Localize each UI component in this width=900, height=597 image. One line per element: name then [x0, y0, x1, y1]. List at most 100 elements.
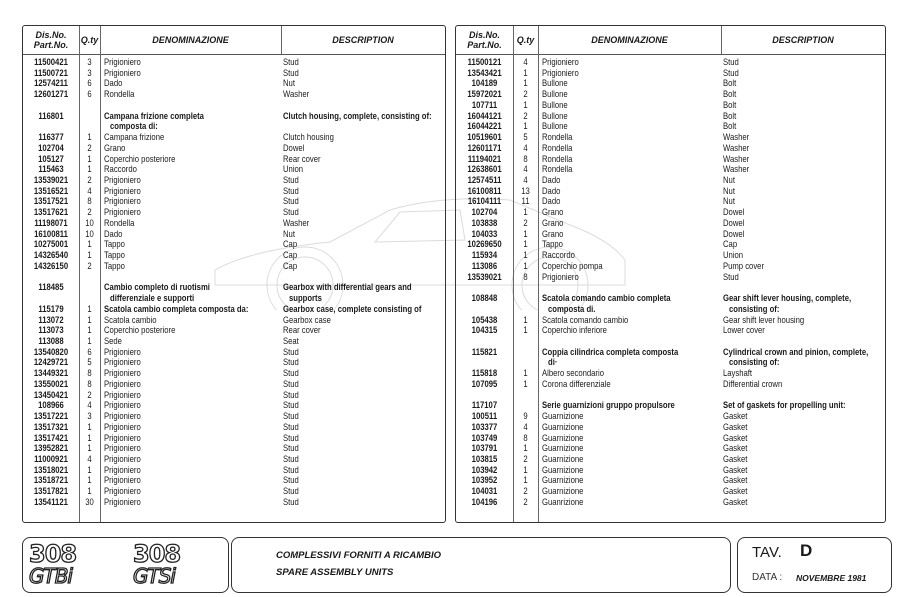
quantity: 2: [87, 174, 92, 186]
part-number: 14326150: [33, 259, 69, 271]
header-denominazione-text: DENOMINAZIONE: [152, 35, 229, 45]
denominazione: Rondella: [542, 131, 573, 143]
denominazione: Scatola comando cambio: [542, 313, 629, 325]
quantity: 8: [523, 152, 528, 164]
quantity: 2: [87, 388, 92, 400]
description: Differential crown: [723, 377, 783, 389]
table-row: 13539021 8 Prigioniero Stud: [456, 270, 885, 283]
description: Washer: [283, 88, 310, 100]
part-number: 12429721: [33, 356, 69, 368]
header-part-no-text: Part.No.: [33, 40, 69, 50]
quantity: 3: [87, 56, 92, 67]
description: Set of gaskets for propelling unit:: [723, 399, 846, 411]
part-number: 13517421: [33, 431, 69, 443]
header-part-no: Dis.No. Part.No.: [456, 30, 513, 50]
part-number: 117107: [471, 399, 498, 411]
denominazione: Rondella: [542, 163, 573, 175]
part-number: 118485: [38, 281, 64, 293]
part-number: 13543421: [467, 66, 502, 78]
quantity: 8: [87, 195, 92, 207]
table-row: 12574211 6 Dado Nut: [23, 78, 445, 89]
part-number: 113073: [38, 324, 64, 336]
denominazione: Coppia cilindrica completa composta: [542, 345, 679, 357]
description: Stud: [723, 270, 739, 282]
quantity: 1: [523, 367, 528, 379]
denominazione: Bullone: [542, 109, 568, 121]
description: Cap: [283, 249, 298, 261]
description: Nut: [283, 77, 295, 89]
part-number: 102704: [38, 141, 64, 153]
part-number: 11500121: [467, 56, 502, 67]
table-row: 13540820 6 Prigioniero Stud: [23, 345, 445, 358]
quantity: 4: [523, 141, 528, 153]
part-number: 13518021: [33, 463, 69, 475]
description: Dowel: [723, 227, 745, 239]
table-row: 118485 Cambio completo di ruotismi Gearbox…: [23, 282, 445, 293]
table-row: 113086 1 Coperchio pompa Pump cover: [456, 260, 885, 272]
part-number: 13517821: [33, 485, 69, 497]
denominazione: Coperchio inferiore: [542, 324, 607, 336]
quantity: 10: [85, 216, 94, 228]
header-qty: Q.ty: [513, 35, 538, 45]
header-description: DESCRIPTION: [721, 35, 885, 45]
part-number: 13952821: [33, 442, 69, 454]
denominazione: Prigioniero: [104, 420, 141, 432]
table-row: 102704 2 Grano Dowel: [23, 141, 445, 154]
quantity: 4: [523, 174, 528, 186]
denominazione: Prigioniero: [104, 495, 141, 507]
description: Gasket: [723, 420, 748, 432]
part-number: 13449321: [33, 367, 69, 379]
quantity: 1: [523, 474, 528, 486]
part-number: 100511: [471, 410, 498, 422]
quantity: 4: [87, 184, 92, 196]
quantity: 1: [87, 334, 92, 346]
description: Nut: [283, 227, 295, 239]
description: Washer: [723, 131, 750, 143]
quantity: 2: [523, 453, 528, 464]
quantity: 1: [87, 131, 92, 143]
table-row: 108848 Scatola comando cambio completa Gea…: [456, 292, 885, 304]
table-row: 113073 1 Coperchio posteriore Rear cover: [23, 325, 445, 336]
table-row: 14326540 1 Tappo Cap: [23, 249, 445, 261]
description: Stud: [283, 410, 299, 422]
denominazione: Dado: [542, 195, 561, 207]
denominazione: Prigioniero: [542, 66, 579, 78]
description: Stud: [283, 345, 299, 357]
description: Lower cover: [723, 324, 765, 336]
header-description-text: DESCRIPTION: [772, 35, 834, 45]
description: Rear cover: [283, 324, 321, 336]
quantity: 5: [87, 356, 92, 368]
quantity: 10: [85, 227, 94, 239]
table-row: 10269650 1 Tappo Cap: [456, 239, 885, 250]
description: Stud: [283, 485, 299, 497]
header-part-no: Dis.No. Part.No.: [23, 30, 79, 50]
description: Seat: [283, 334, 299, 346]
table-row: 13541121 30 Prigioniero Stud: [23, 495, 445, 508]
table-row: 12601171 4 Rondella Washer: [456, 141, 885, 154]
title-box: COMPLESSIVI FORNITI A RICAMBIO SPARE ASS…: [231, 537, 731, 593]
part-number: 105127: [38, 152, 64, 164]
part-number: 16104111: [467, 195, 502, 207]
part-number: 108848: [471, 292, 498, 304]
description: Washer: [723, 163, 750, 175]
part-number: 10275001: [33, 238, 69, 250]
quantity: 2: [523, 109, 528, 121]
table-row: 14326150 2 Tappo Cap: [23, 259, 445, 272]
table-row: 102704 1 Grano Dowel: [456, 206, 885, 218]
header-denominazione-text: DENOMINAZIONE: [591, 35, 668, 45]
quantity: 3: [87, 66, 92, 78]
description: Bolt: [723, 109, 737, 121]
part-number: 13518721: [33, 474, 69, 486]
part-number: 13516521: [33, 184, 69, 196]
table-row: 13517421 1 Prigioniero Stud: [23, 431, 445, 444]
table-row: 104196 2 Guanrizione Gasket: [456, 496, 885, 508]
description: Cap: [283, 238, 298, 250]
table-row: 11198071 10 Rondella Washer: [23, 216, 445, 229]
table-row: 107711 1 Bullone Bolt: [456, 99, 885, 111]
table-header: [456, 26, 885, 55]
quantity: 2: [87, 141, 92, 153]
denominazione: Guarnizione: [542, 420, 584, 432]
table-row: 16104111 11 Dado Nut: [456, 196, 885, 207]
table-header: [23, 26, 445, 55]
table-row: composta di. consisting of:: [456, 303, 885, 315]
